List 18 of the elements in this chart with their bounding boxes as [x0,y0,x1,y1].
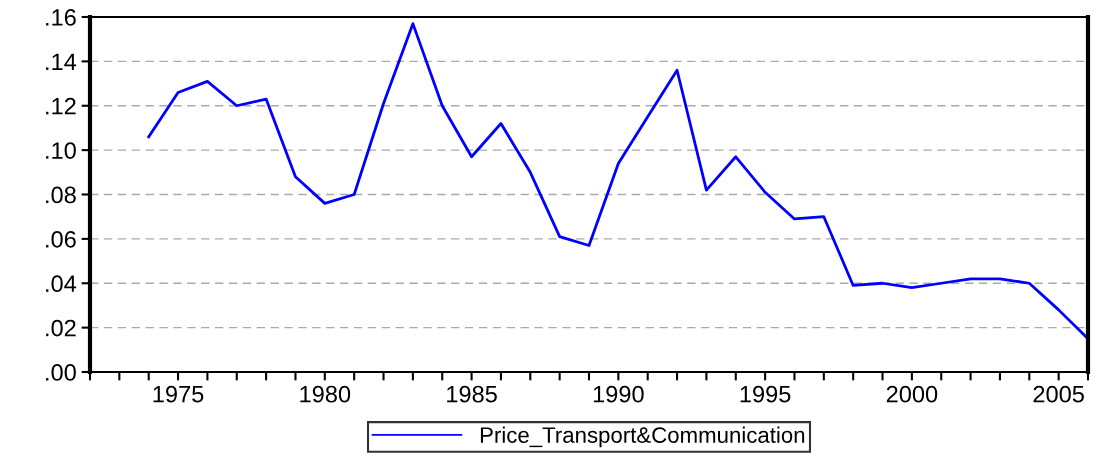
y-tick-label: .12 [46,97,76,115]
y-tick-label: .08 [46,186,76,204]
y-tick-label: .00 [46,364,76,381]
x-tick-label: 1975 [153,385,204,403]
line-series [147,22,1088,341]
x-tick-label: 1985 [447,385,497,403]
legend-label: Price_Transport&Communication [480,426,805,448]
y-tick-label: .06 [46,230,76,248]
y-tick-label: .16 [46,9,76,26]
y-tick-label: .04 [46,275,77,293]
x-tick-label: 1995 [740,385,791,403]
y-tick-label: .02 [46,319,76,337]
y-tick-label: .10 [46,142,76,159]
x-tick-label: 1980 [300,385,351,403]
y-tick-label: .14 [46,53,77,70]
x-tick-label: 1990 [593,385,644,403]
x-tick-label: 2000 [886,385,938,403]
x-tick-label: 2005 [1033,385,1084,403]
